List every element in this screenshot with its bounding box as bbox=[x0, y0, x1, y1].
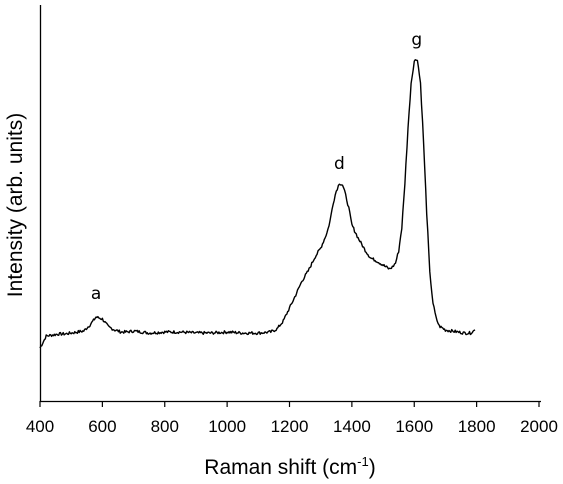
axes bbox=[39, 5, 541, 403]
x-tick-labels: 400 600 800 1000 1200 1400 1600 1800 2000 bbox=[26, 417, 558, 436]
y-axis-title: Intensity (arb. units) bbox=[4, 113, 27, 297]
peak-annotations: a d g bbox=[91, 30, 422, 304]
x-axis-title-superscript: -1 bbox=[357, 454, 369, 469]
x-tick-label: 1400 bbox=[333, 417, 371, 436]
x-tick-label: 1000 bbox=[208, 417, 246, 436]
x-axis-title: Raman shift (cm-1) bbox=[204, 454, 375, 479]
x-tick-label: 1600 bbox=[395, 417, 433, 436]
peak-label-d: d bbox=[334, 154, 345, 174]
x-tick-label: 800 bbox=[151, 417, 179, 436]
x-tick-label: 400 bbox=[26, 417, 54, 436]
x-tick-label: 1800 bbox=[458, 417, 496, 436]
peak-label-a: a bbox=[91, 284, 101, 304]
x-tick-label: 2000 bbox=[520, 417, 558, 436]
spectrum-series-line bbox=[39, 59, 476, 349]
peak-label-g: g bbox=[411, 30, 422, 50]
x-tick-label: 600 bbox=[88, 417, 116, 436]
x-ticks bbox=[39, 401, 540, 407]
x-tick-label: 1200 bbox=[271, 417, 309, 436]
